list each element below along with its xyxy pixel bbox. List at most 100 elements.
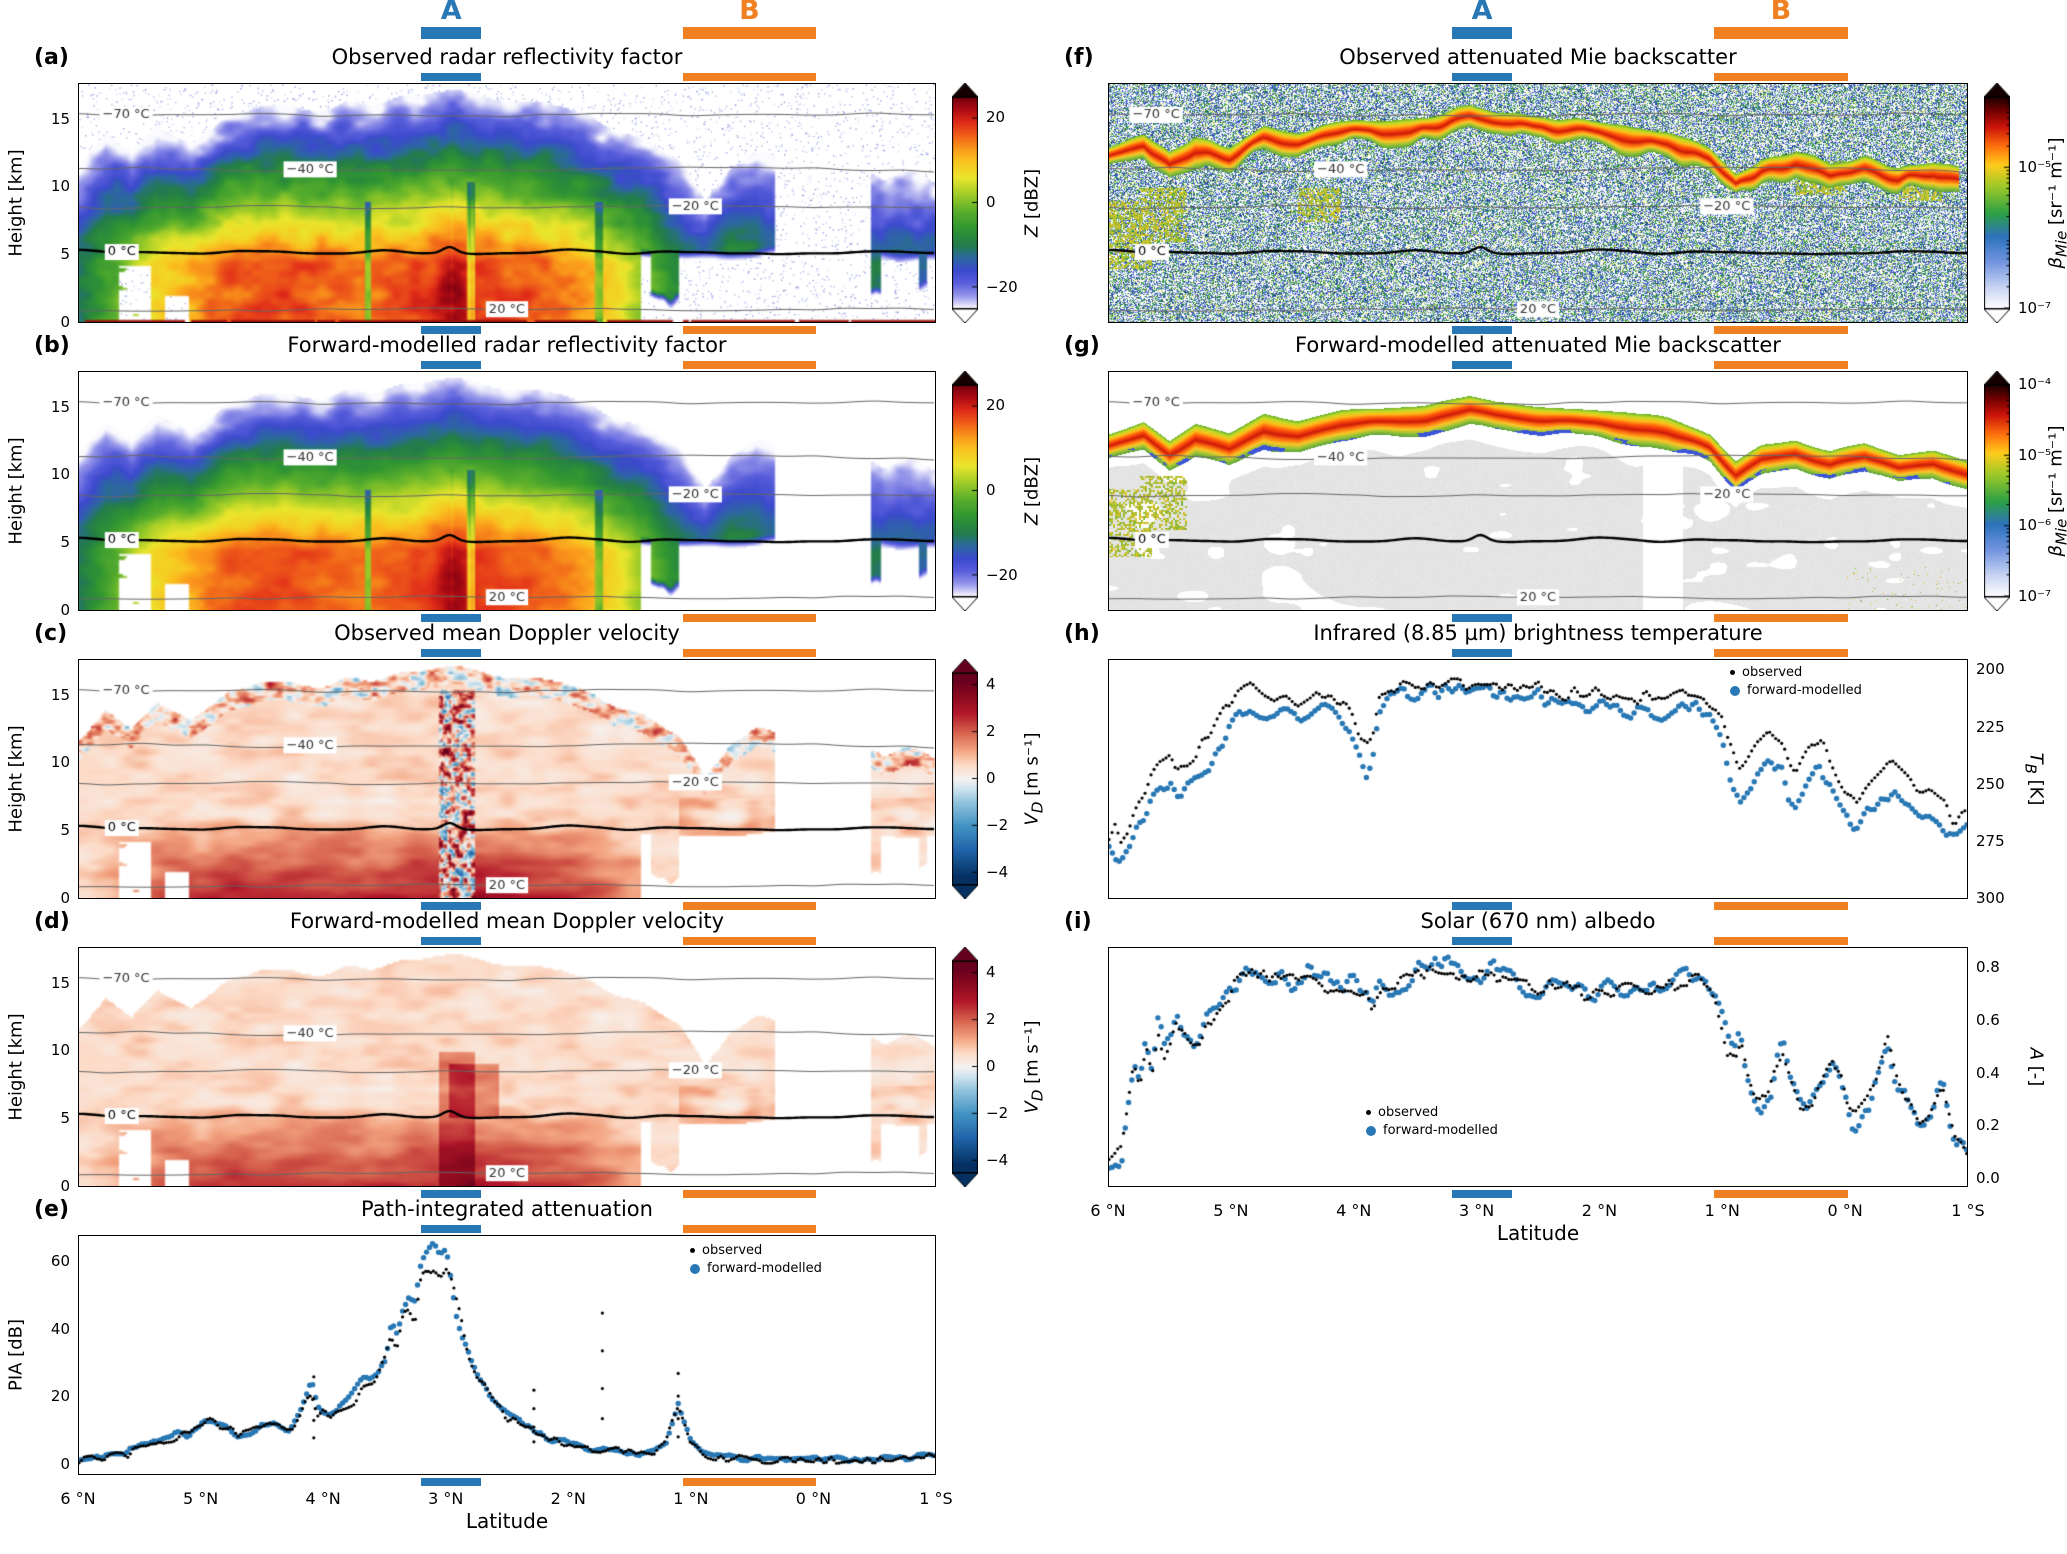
legend-item-modelled: forward-modelled [690, 1261, 822, 1276]
x-tick-labels: 6 °N 5 °N 4 °N 3 °N 2 °N 1 °N 0 °N 1 °S [60, 1489, 952, 1509]
marker-b-bar [682, 326, 816, 334]
colorbar-tick-label: 10⁻⁷ [2018, 587, 2052, 605]
marker-a-bar [1452, 649, 1513, 657]
plot-area [1108, 371, 1968, 611]
plot-area [1108, 83, 1968, 323]
marker-b-bar [1714, 361, 1848, 369]
observed-dot-icon [690, 1248, 695, 1253]
marker-b-bar [1714, 614, 1848, 622]
marker-strip [78, 73, 936, 81]
marker-strip [1108, 649, 1968, 657]
legend-label: forward-modelled [1747, 683, 1862, 698]
colorbar-tick-label: 4 [986, 962, 996, 981]
marker-strip [78, 1225, 936, 1233]
right-tick-label: 200 [1976, 660, 2005, 679]
panel-title: Forward-modelled radar reflectivity fact… [287, 333, 727, 357]
marker-strip [1108, 1190, 1968, 1198]
colorbar-tick-label: −2 [986, 816, 1009, 835]
panel-i: (i) Solar (670 nm) albedo 0.0 0.2 0.4 0.6 0.… [1030, 909, 2067, 1245]
marker-b-bar [682, 649, 816, 657]
colorbar-tick-label: −20 [986, 565, 1018, 584]
marker-a-bar [1452, 326, 1513, 334]
marker-strip [78, 326, 936, 334]
marker-strip [1108, 73, 1968, 81]
colorbar-label: βMie [sr⁻¹ m⁻¹] [2045, 137, 2067, 269]
albedo-scatter-plot [1109, 948, 1967, 1186]
x-axis-label: Latitude [465, 1509, 549, 1533]
x-tick-label: 1 °N [1704, 1201, 1740, 1220]
y-tick-label: 20 [50, 1387, 70, 1406]
x-tick-label: 3 °N [1458, 1201, 1495, 1220]
colorbar-gradient [952, 83, 978, 323]
legend-item-observed: observed [690, 1243, 822, 1258]
plot-area [78, 659, 936, 899]
y-axis-label: Height [km] [5, 437, 27, 545]
marker-b-bar [682, 1190, 816, 1198]
panel-letter: (i) [1064, 909, 1092, 934]
marker-a-bar [1452, 73, 1513, 81]
radar-modelled-heatmap [79, 372, 935, 610]
y-tick-label: 5 [60, 533, 70, 552]
plot-area [1108, 659, 1968, 899]
panel-title: Infrared (8.85 µm) brightness temperatur… [1313, 621, 1763, 645]
marker-a-bar [1452, 1190, 1513, 1198]
colorbar-label: βMie [sr⁻¹ m⁻¹] [2045, 425, 2067, 557]
y-tick-label: 10 [50, 753, 70, 772]
brightness-temperature-scatter-plot [1109, 660, 1967, 898]
panel-title: Solar (670 nm) albedo [1420, 909, 1656, 933]
marker-b-bar [1714, 1190, 1848, 1198]
marker-b-bar [682, 937, 816, 945]
legend: observed forward-modelled [690, 1243, 822, 1276]
colorbar-tick-label: −4 [986, 863, 1009, 882]
legend: observed forward-modelled [1730, 665, 1862, 698]
plot-area [78, 1235, 936, 1475]
y-tick-label: 0 [60, 1454, 70, 1473]
x-tick-label: 0 °N [795, 1489, 832, 1508]
right-tick-label: 0.6 [1976, 1010, 2000, 1029]
panel-letter: (h) [1064, 621, 1100, 646]
marker-b-bar [682, 1478, 816, 1486]
x-tick-label: 6 °N [60, 1489, 96, 1508]
marker-a-header-label: A [1471, 0, 1493, 26]
colorbar-tick-label: −2 [986, 1104, 1009, 1123]
colorbar-tick-label: 10⁻⁴ [2018, 375, 2052, 393]
x-tick-label: 5 °N [182, 1489, 219, 1508]
panel-title: Forward-modelled attenuated Mie backscat… [1295, 333, 1781, 357]
legend-item-modelled: forward-modelled [1366, 1123, 1498, 1138]
colorbar [1984, 371, 2010, 615]
panel-title: Observed radar reflectivity factor [331, 45, 683, 69]
right-tick-label: 300 [1976, 889, 2005, 907]
marker-a-bar [421, 614, 482, 622]
colorbar-tick-label: 2 [986, 1009, 996, 1028]
panel-letter: (g) [1064, 333, 1100, 358]
marker-a-bar [421, 649, 482, 657]
x-tick-label: 2 °N [550, 1489, 586, 1508]
marker-strip [1108, 937, 1968, 945]
marker-b-bar [1714, 937, 1848, 945]
colorbar [952, 947, 978, 1191]
y-tick-label: 5 [60, 245, 70, 264]
legend: observed forward-modelled [1366, 1105, 1498, 1138]
right-tick-label: 0.2 [1976, 1116, 2000, 1135]
doppler-modelled-heatmap [79, 948, 935, 1186]
y-tick-label: 15 [50, 109, 70, 128]
colorbar [952, 659, 978, 903]
marker-b-bar [682, 614, 816, 622]
plot-area [78, 371, 936, 611]
colorbar-tick-label: 10⁻⁶ [2018, 516, 2052, 535]
marker-a-bar [1452, 902, 1513, 910]
marker-strip [78, 902, 936, 910]
panel-c: (c) Observed mean Doppler velocity Heigh… [0, 621, 1067, 910]
x-tick-label: 2 °N [1581, 1201, 1618, 1220]
x-tick-label: 1 °N [673, 1489, 709, 1508]
y-tick-label: 60 [50, 1252, 70, 1271]
marker-b-bar [682, 73, 816, 81]
plot-area [1108, 947, 1968, 1187]
modelled-dot-icon [1366, 1125, 1376, 1136]
y-tick-label: 40 [50, 1319, 70, 1338]
marker-strip [78, 1478, 936, 1486]
right-tick-label: 0.0 [1976, 1169, 2000, 1188]
marker-a-bar [421, 902, 482, 910]
panel-f: (f) Observed attenuated Mie backscatter … [1030, 45, 2067, 334]
colorbar-tick-label: 10⁻⁵ [2018, 445, 2052, 464]
